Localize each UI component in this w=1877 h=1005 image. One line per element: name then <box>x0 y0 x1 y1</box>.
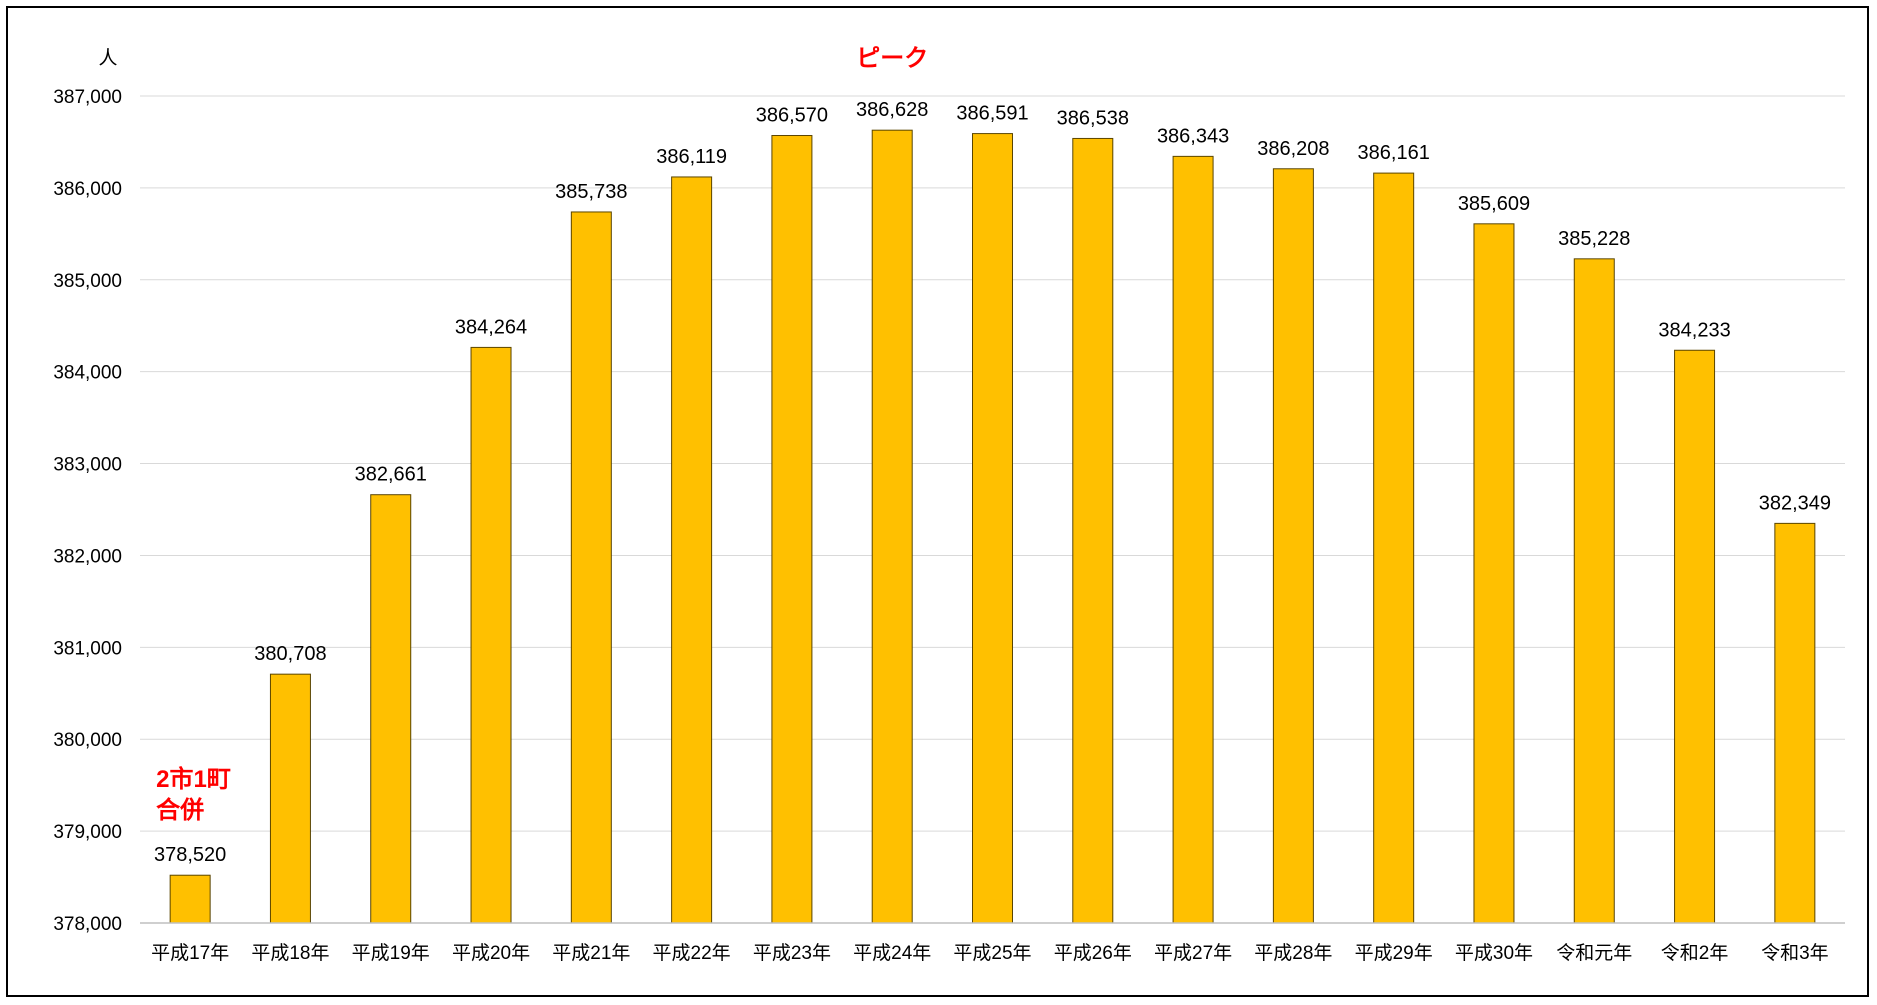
bar <box>470 346 512 924</box>
category-label: 平成24年 <box>853 942 931 964</box>
data-label: 382,661 <box>355 464 427 486</box>
y-tick-label: 385,000 <box>53 271 122 292</box>
y-tick-label: 379,000 <box>53 822 122 843</box>
data-label: 378,520 <box>154 844 226 866</box>
bar <box>1674 349 1716 924</box>
bar <box>771 135 813 924</box>
bar <box>1272 168 1314 924</box>
bar <box>169 874 211 924</box>
y-tick-label: 384,000 <box>53 363 122 384</box>
bar <box>269 673 311 924</box>
data-label: 385,609 <box>1458 193 1530 215</box>
data-label: 384,233 <box>1658 319 1730 341</box>
bar <box>671 176 713 924</box>
bar <box>1473 223 1515 924</box>
annotation-text: 2市1町 <box>156 765 231 793</box>
data-label: 384,264 <box>455 316 527 338</box>
bar <box>1573 258 1615 924</box>
bar <box>972 133 1013 924</box>
data-label: 380,708 <box>254 643 326 665</box>
y-tick-label: 381,000 <box>53 638 122 659</box>
category-labels: 平成17年 平成18年 平成19年 平成20年 平成21年 平成22年 平成23年 平成24年… <box>151 942 1829 964</box>
data-label: 386,161 <box>1358 142 1430 164</box>
data-label: 386,343 <box>1157 125 1229 147</box>
data-label: 386,208 <box>1257 138 1329 160</box>
category-label: 平成21年 <box>552 942 630 964</box>
y-tick-label: 383,000 <box>53 455 122 476</box>
category-label: 平成20年 <box>452 942 530 964</box>
y-tick-label: 386,000 <box>53 179 122 200</box>
data-labels: 378,520 380,708 382,661 384,264 385,738 386,1… <box>154 99 1831 866</box>
data-label: 382,349 <box>1759 492 1831 514</box>
category-label: 平成22年 <box>653 942 731 964</box>
category-label: 平成28年 <box>1254 942 1332 964</box>
category-label: 令和3年 <box>1761 942 1829 964</box>
bar <box>1172 155 1214 924</box>
category-label: 平成19年 <box>352 942 430 964</box>
bar <box>1774 522 1816 924</box>
y-tick-label: 382,000 <box>53 546 122 567</box>
data-label: 386,628 <box>856 99 928 121</box>
bars <box>169 129 1816 924</box>
y-axis-tick-labels: 378,000 379,000 380,000 381,000 382,000 383,0… <box>53 87 122 935</box>
data-label: 385,228 <box>1558 228 1630 250</box>
y-tick-label: 380,000 <box>53 730 122 751</box>
bar <box>1072 137 1114 924</box>
data-label: 386,538 <box>1057 107 1129 129</box>
category-label: 平成30年 <box>1455 942 1533 964</box>
data-label: 386,591 <box>956 103 1028 125</box>
bar <box>370 494 412 924</box>
category-label: 平成18年 <box>251 942 329 964</box>
bar <box>871 129 913 924</box>
category-label: 平成23年 <box>753 942 831 964</box>
data-label: 386,119 <box>656 146 727 168</box>
category-label: 平成29年 <box>1355 942 1433 964</box>
annotation-text: 合併 <box>156 796 204 824</box>
annotation-text: ピーク <box>856 45 928 72</box>
y-tick-label: 378,000 <box>53 914 122 935</box>
category-label: 令和2年 <box>1661 942 1729 964</box>
category-label: 令和元年 <box>1556 942 1632 964</box>
data-label: 386,570 <box>756 105 828 127</box>
y-tick-label: 387,000 <box>53 87 122 108</box>
category-label: 平成26年 <box>1054 942 1132 964</box>
chart-frame <box>6 6 1869 997</box>
bar <box>1373 172 1415 924</box>
y-axis-unit-label: 人 <box>98 47 117 69</box>
category-label: 平成17年 <box>151 942 229 964</box>
category-label: 平成27年 <box>1154 942 1232 964</box>
category-label: 平成25年 <box>953 942 1031 964</box>
data-label: 385,738 <box>555 181 627 203</box>
bar <box>570 211 612 924</box>
